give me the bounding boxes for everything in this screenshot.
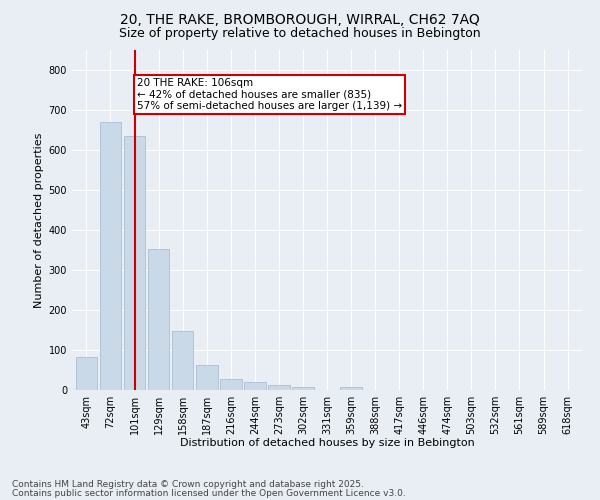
Bar [76,357,97,390]
Bar [244,382,266,390]
Text: Contains HM Land Registry data © Crown copyright and database right 2025.: Contains HM Land Registry data © Crown c… [12,480,364,489]
Text: 20 THE RAKE: 106sqm
← 42% of detached houses are smaller (835)
57% of semi-detac: 20 THE RAKE: 106sqm ← 42% of detached ho… [137,78,402,111]
Bar [196,365,218,390]
Bar [100,122,121,390]
Text: Size of property relative to detached houses in Bebington: Size of property relative to detached ho… [119,28,481,40]
X-axis label: Distribution of detached houses by size in Bebington: Distribution of detached houses by size … [179,438,475,448]
Bar [340,387,362,390]
Bar [268,385,290,390]
Text: Contains public sector information licensed under the Open Government Licence v3: Contains public sector information licen… [12,488,406,498]
Bar [124,136,145,390]
Bar [172,331,193,390]
Bar [220,379,242,390]
Y-axis label: Number of detached properties: Number of detached properties [34,132,44,308]
Text: 20, THE RAKE, BROMBOROUGH, WIRRAL, CH62 7AQ: 20, THE RAKE, BROMBOROUGH, WIRRAL, CH62 … [120,12,480,26]
Bar [292,387,314,390]
Bar [148,249,169,390]
